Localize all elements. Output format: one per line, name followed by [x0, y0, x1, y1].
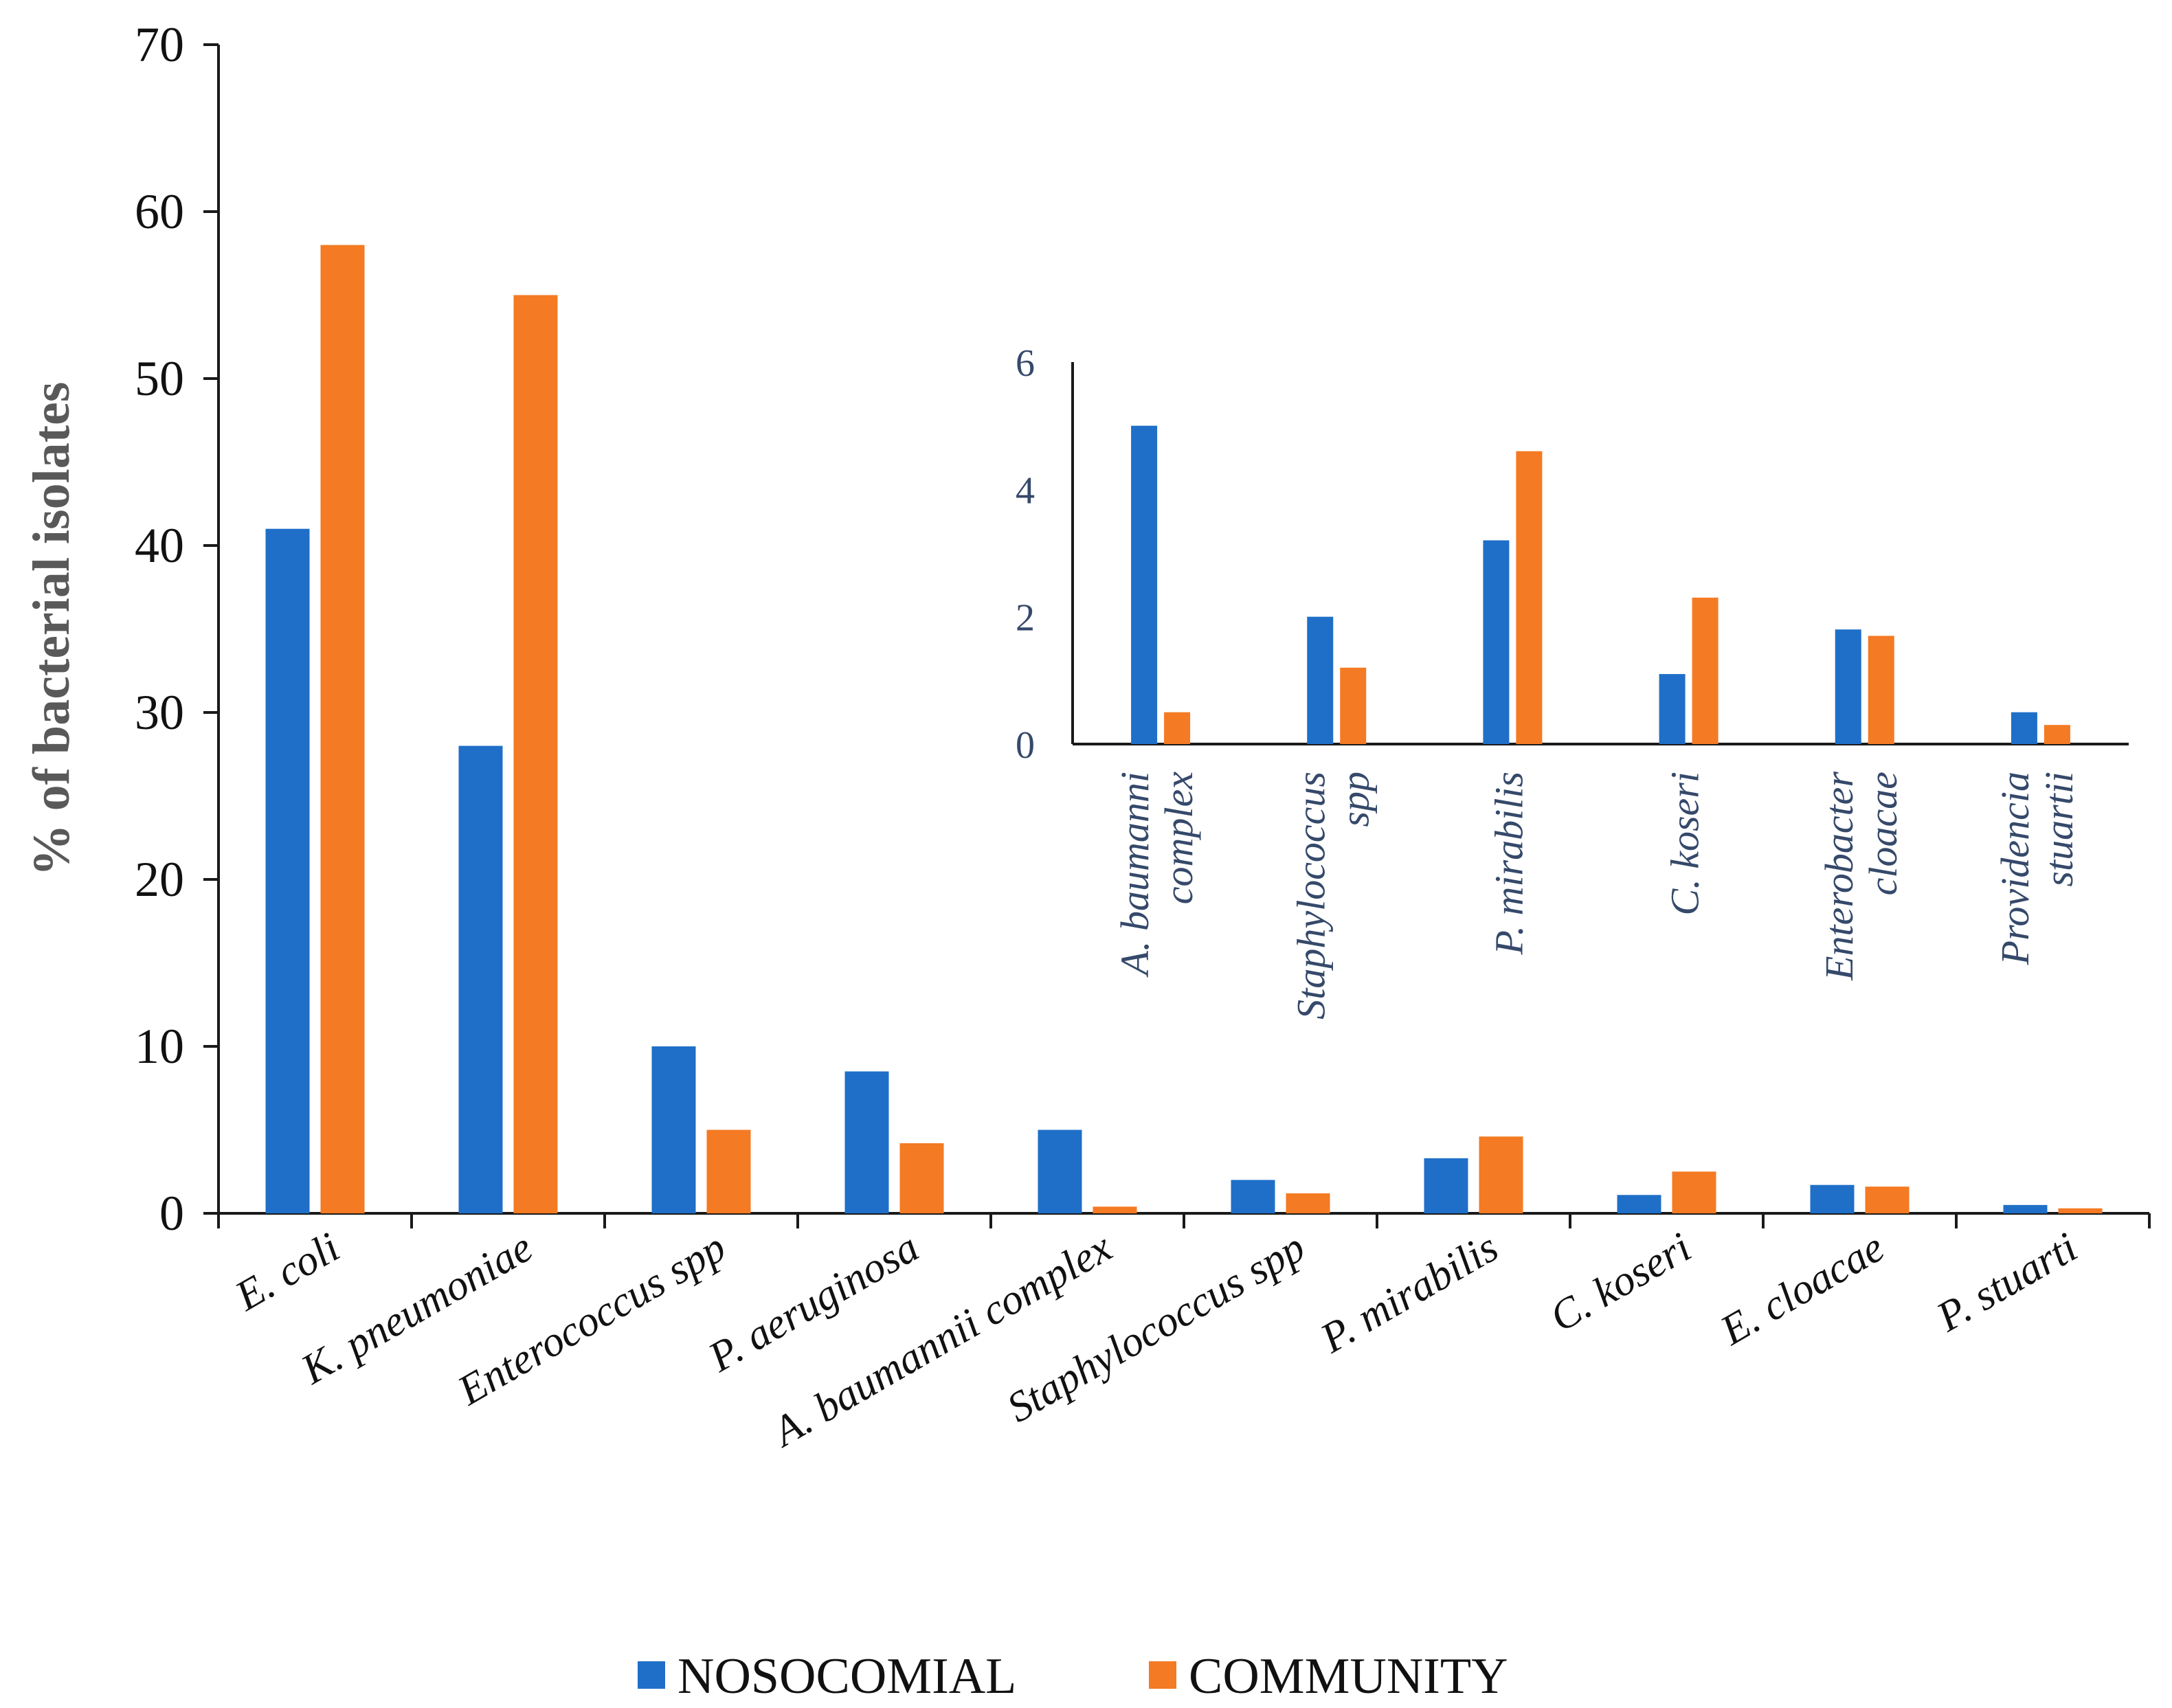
- bar-nosocomial-k-pneumoniae: [458, 745, 503, 1213]
- inset-bar-nosocomial-enterobacter-cloacae: [1835, 629, 1861, 744]
- inset-y-tick-label: 0: [1016, 724, 1035, 767]
- bar-nosocomial-e-coli: [265, 528, 310, 1213]
- y-axis-title: % of bacterial isolates: [23, 382, 80, 877]
- inset-y-tick-label: 2: [1016, 597, 1035, 640]
- bar-nosocomial-e-cloacae: [1810, 1184, 1855, 1213]
- y-tick-label: 0: [159, 1186, 184, 1241]
- inset-x-tick-label: Enterobacter: [1817, 772, 1861, 981]
- bar-community-enterococcus-spp: [706, 1130, 751, 1213]
- y-tick-label: 10: [135, 1019, 184, 1074]
- inset-y-tick-label: 6: [1016, 342, 1035, 385]
- x-tick-label-e-cloacae: E. cloacae: [1712, 1224, 1892, 1354]
- inset-x-tick-label: Providencia: [1993, 772, 2037, 965]
- chart-legend: NOSOCOMIAL COMMUNITY: [638, 1648, 1508, 1705]
- legend-label-nosocomial: NOSOCOMIAL: [678, 1648, 1016, 1705]
- legend-swatch-community: [1149, 1661, 1176, 1689]
- y-tick-label: 20: [135, 852, 184, 907]
- inset-bar-nosocomial-c-koseri: [1659, 674, 1686, 744]
- y-tick-label: 50: [135, 351, 184, 406]
- bar-nosocomial-p-aeruginosa: [844, 1071, 889, 1213]
- y-tick-label: 70: [135, 17, 184, 72]
- inset-bar-chart: 0 2 4 6 A. baumanni complex Staphylococcus spp P…: [1016, 342, 2129, 1020]
- y-tick-label: 60: [135, 184, 184, 239]
- inset-x-tick-label: Staphylococcus: [1288, 772, 1333, 1020]
- inset-x-tick-label: A. baumanni: [1112, 772, 1157, 978]
- inset-bar-community-enterobacter-cloacae: [1868, 636, 1894, 744]
- inset-y-tick-label: 4: [1016, 469, 1035, 512]
- bar-community-c-koseri: [1672, 1171, 1716, 1213]
- inset-bar-nosocomial-p-mirabilis: [1483, 540, 1510, 744]
- x-tick-label-p-stuarti: P. stuarti: [1929, 1224, 2085, 1341]
- bar-community-p-stuarti: [2058, 1208, 2103, 1213]
- inset-bar-community-a-baumanni-complex: [1164, 712, 1191, 744]
- inset-bar-nosocomial-staphylococcus-spp: [1307, 616, 1334, 744]
- inset-x-tick-label: stuartii: [2037, 772, 2081, 887]
- inset-x-tick-label: C. koseri: [1663, 772, 1708, 915]
- inset-x-tick-label: complex: [1156, 772, 1201, 904]
- x-tick-label-a-baumannii-complex: A. baumannii complex: [763, 1224, 1120, 1457]
- x-tick-label-c-koseri: C. koseri: [1543, 1224, 1699, 1341]
- inset-x-tick-label: spp: [1332, 772, 1377, 827]
- legend-swatch-nosocomial: [638, 1661, 665, 1689]
- bar-nosocomial-p-stuarti: [2003, 1204, 2048, 1213]
- x-tick-label-p-mirabilis: P. mirabilis: [1312, 1224, 1506, 1362]
- y-tick-label: 30: [135, 685, 184, 740]
- bar-community-k-pneumoniae: [513, 295, 558, 1213]
- bar-community-p-mirabilis: [1479, 1136, 1523, 1213]
- inset-bar-nosocomial-a-baumanni-complex: [1131, 425, 1158, 744]
- bar-nosocomial-p-mirabilis: [1424, 1158, 1468, 1213]
- bar-nosocomial-a-baumannii-complex: [1038, 1130, 1082, 1213]
- bar-community-a-baumannii-complex: [1093, 1206, 1137, 1213]
- bar-community-e-cloacae: [1865, 1187, 1910, 1213]
- inset-bar-community-p-mirabilis: [1516, 451, 1543, 744]
- inset-bar-community-providencia-stuartii: [2044, 725, 2070, 744]
- bar-community-p-aeruginosa: [899, 1143, 944, 1213]
- bar-nosocomial-c-koseri: [1617, 1195, 1661, 1213]
- inset-bar-community-c-koseri: [1692, 597, 1718, 744]
- bar-nosocomial-enterococcus-spp: [651, 1046, 696, 1213]
- x-tick-label-e-coli: E. coli: [227, 1224, 347, 1320]
- bar-nosocomial-staphylococcus-spp: [1231, 1180, 1275, 1213]
- legend-label-community: COMMUNITY: [1189, 1648, 1508, 1705]
- inset-bar-community-staphylococcus-spp: [1340, 667, 1367, 744]
- inset-x-tick-label: P. mirabilis: [1486, 772, 1531, 955]
- y-tick-label: 40: [135, 518, 184, 573]
- inset-bar-nosocomial-providencia-stuartii: [2011, 712, 2037, 744]
- bar-community-e-coli: [320, 245, 365, 1214]
- inset-x-tick-label: cloacae: [1861, 772, 1905, 895]
- bar-community-staphylococcus-spp: [1286, 1193, 1330, 1213]
